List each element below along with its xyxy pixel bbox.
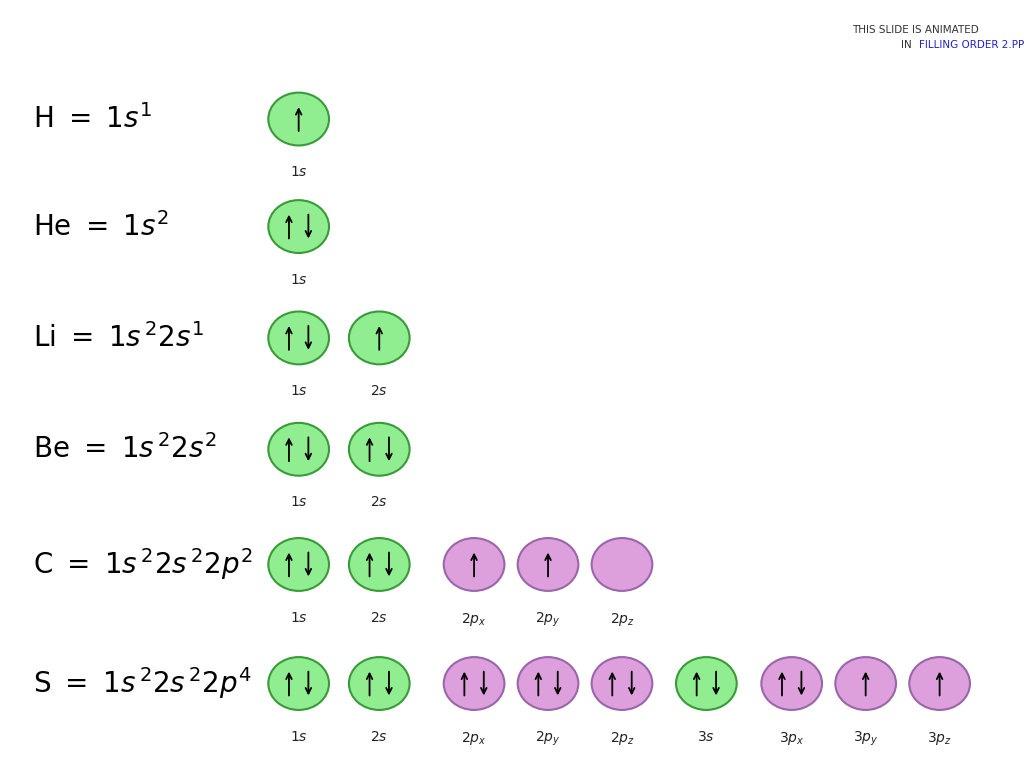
- Ellipse shape: [592, 538, 652, 591]
- Ellipse shape: [762, 657, 822, 710]
- Ellipse shape: [592, 657, 652, 710]
- Text: IN: IN: [901, 40, 915, 50]
- Text: $2p_z$: $2p_z$: [609, 611, 635, 627]
- Text: $2p_z$: $2p_z$: [609, 730, 635, 746]
- Text: $2p_y$: $2p_y$: [536, 611, 561, 629]
- Ellipse shape: [268, 423, 329, 475]
- Ellipse shape: [268, 657, 329, 710]
- Text: $1s$: $1s$: [290, 384, 307, 398]
- Text: $2s$: $2s$: [371, 611, 388, 624]
- Text: $3p_y$: $3p_y$: [853, 730, 879, 748]
- Text: $3s$: $3s$: [697, 730, 715, 743]
- Ellipse shape: [268, 312, 329, 364]
- Text: C $= \ 1s^{\,2}2s^{\,2}2p^2$: C $= \ 1s^{\,2}2s^{\,2}2p^2$: [33, 547, 253, 582]
- Text: $3p_x$: $3p_x$: [779, 730, 805, 746]
- Ellipse shape: [443, 657, 505, 710]
- Text: $2s$: $2s$: [371, 384, 388, 398]
- Text: $2p_y$: $2p_y$: [536, 730, 561, 748]
- Text: $1s$: $1s$: [290, 730, 307, 743]
- Text: $2s$: $2s$: [371, 730, 388, 743]
- Text: $1s$: $1s$: [290, 273, 307, 286]
- Ellipse shape: [349, 312, 410, 364]
- Text: $2p_x$: $2p_x$: [462, 730, 486, 746]
- Ellipse shape: [518, 657, 579, 710]
- Ellipse shape: [268, 200, 329, 253]
- Ellipse shape: [349, 657, 410, 710]
- Text: Li $= \ 1s^{\,2}2s^1$: Li $= \ 1s^{\,2}2s^1$: [33, 323, 204, 353]
- Text: $1s$: $1s$: [290, 611, 307, 624]
- Text: S $= \ 1s^{\,2}2s^{\,2}2p^4$: S $= \ 1s^{\,2}2s^{\,2}2p^4$: [33, 666, 252, 701]
- Ellipse shape: [518, 538, 579, 591]
- Ellipse shape: [836, 657, 896, 710]
- Text: H $= \ 1s^1$: H $= \ 1s^1$: [33, 104, 152, 134]
- Text: $1s$: $1s$: [290, 165, 307, 179]
- Ellipse shape: [268, 538, 329, 591]
- Text: $1s$: $1s$: [290, 495, 307, 509]
- Ellipse shape: [676, 657, 736, 710]
- Ellipse shape: [268, 93, 329, 145]
- Text: FILLING ORDER 2.PPT: FILLING ORDER 2.PPT: [919, 40, 1024, 50]
- Ellipse shape: [349, 538, 410, 591]
- Text: $2p_x$: $2p_x$: [462, 611, 486, 627]
- Text: THIS SLIDE IS ANIMATED: THIS SLIDE IS ANIMATED: [852, 25, 979, 35]
- Text: $2s$: $2s$: [371, 495, 388, 509]
- Ellipse shape: [909, 657, 970, 710]
- Text: $3p_z$: $3p_z$: [927, 730, 952, 746]
- Ellipse shape: [443, 538, 505, 591]
- Text: Be $= \ 1s^{\,2}2s^2$: Be $= \ 1s^{\,2}2s^2$: [33, 435, 217, 464]
- Text: He $= \ 1s^2$: He $= \ 1s^2$: [33, 212, 169, 241]
- Ellipse shape: [349, 423, 410, 475]
